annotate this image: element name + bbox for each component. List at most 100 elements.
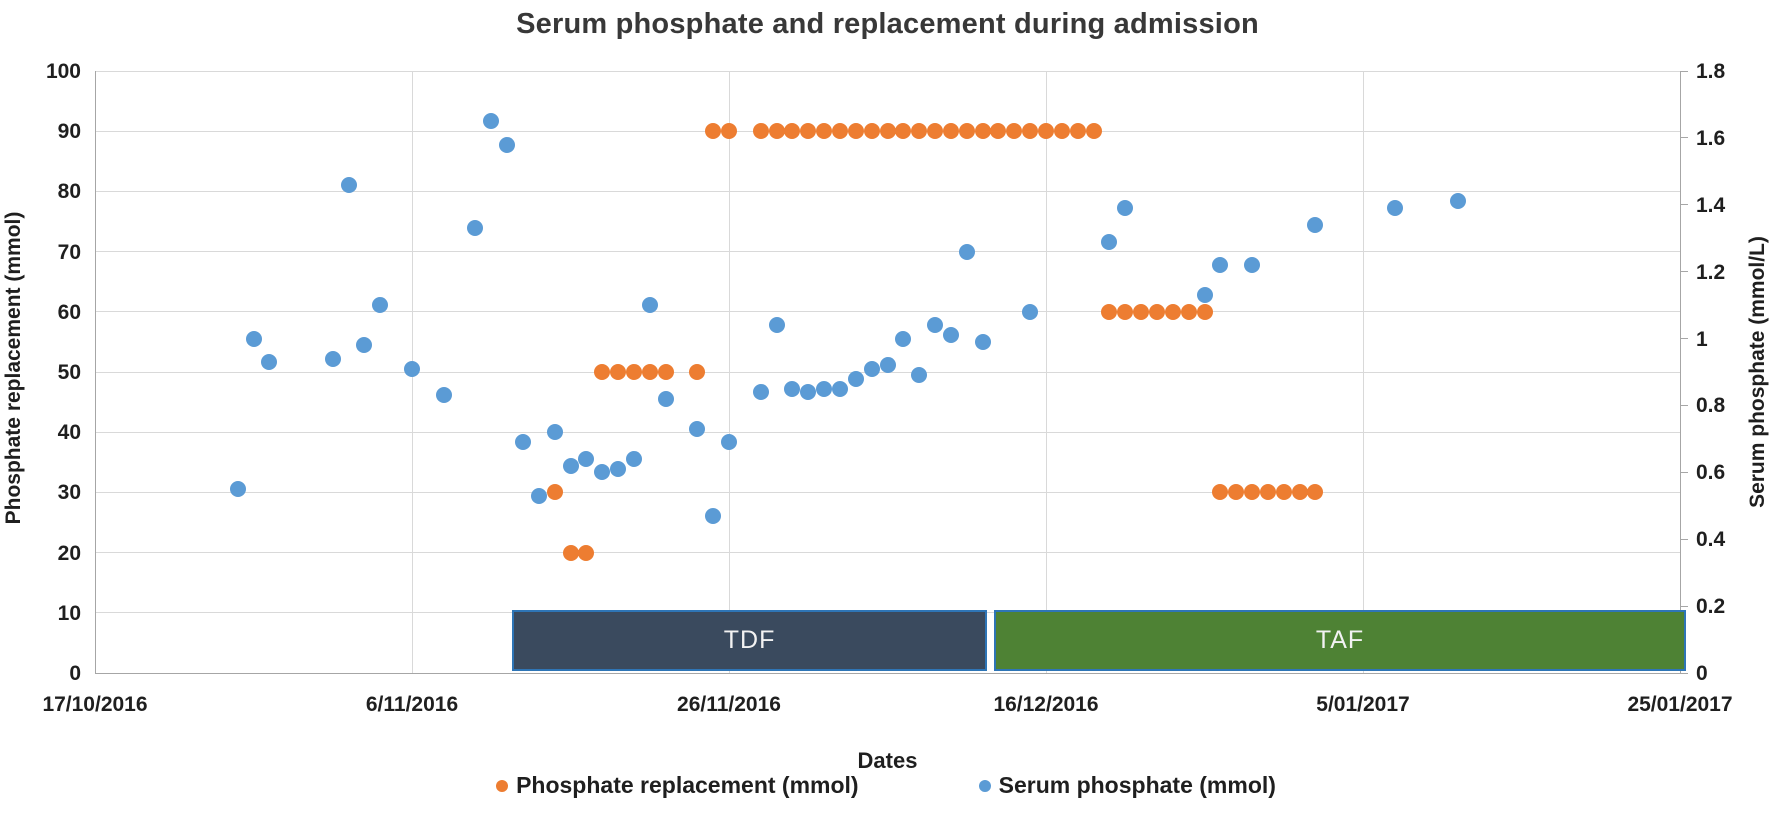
phosphate-replacement-point[interactable] <box>768 123 785 140</box>
serum-phosphate-point[interactable] <box>942 327 959 344</box>
phosphate-replacement-point[interactable] <box>546 484 563 501</box>
serum-phosphate-point[interactable] <box>324 350 341 367</box>
serum-phosphate-point[interactable] <box>863 360 880 377</box>
phosphate-replacement-point[interactable] <box>784 123 801 140</box>
phosphate-replacement-point[interactable] <box>1164 303 1181 320</box>
serum-phosphate-point[interactable] <box>974 333 991 350</box>
phosphate-replacement-point[interactable] <box>594 364 611 380</box>
serum-phosphate-point[interactable] <box>721 434 737 451</box>
phosphate-replacement-point[interactable] <box>1307 484 1324 501</box>
serum-phosphate-point[interactable] <box>578 450 595 467</box>
phosphate-replacement-point[interactable] <box>895 123 912 140</box>
phosphate-replacement-point[interactable] <box>625 364 642 380</box>
phosphate-replacement-point[interactable] <box>927 123 944 140</box>
phosphate-replacement-point[interactable] <box>1228 484 1245 501</box>
legend-item-phosphate-replacement[interactable]: Phosphate replacement (mmol) <box>496 772 859 799</box>
phosphate-replacement-point[interactable] <box>942 123 959 140</box>
legend-item-serum-phosphate[interactable]: Serum phosphate (mmol) <box>978 772 1276 799</box>
serum-phosphate-point[interactable] <box>1450 193 1467 210</box>
phosphate-replacement-point[interactable] <box>1053 123 1070 140</box>
phosphate-replacement-point[interactable] <box>657 364 674 380</box>
phosphate-replacement-point[interactable] <box>863 123 880 140</box>
serum-phosphate-point[interactable] <box>1386 200 1403 217</box>
serum-phosphate-point[interactable] <box>657 390 674 407</box>
serum-phosphate-point[interactable] <box>261 353 278 370</box>
phosphate-replacement-point[interactable] <box>1022 123 1039 140</box>
phosphate-replacement-point[interactable] <box>1259 484 1276 501</box>
phosphate-replacement-point[interactable] <box>958 123 975 140</box>
serum-phosphate-point[interactable] <box>689 420 706 437</box>
phosphate-replacement-point[interactable] <box>831 123 848 140</box>
serum-phosphate-point[interactable] <box>229 481 246 498</box>
phosphate-replacement-point[interactable] <box>1069 123 1086 140</box>
phosphate-replacement-point[interactable] <box>1275 484 1292 501</box>
serum-phosphate-point[interactable] <box>245 330 262 347</box>
serum-phosphate-point[interactable] <box>594 464 611 481</box>
serum-phosphate-point[interactable] <box>1244 256 1261 273</box>
serum-phosphate-point[interactable] <box>562 457 579 474</box>
serum-phosphate-point[interactable] <box>514 434 531 451</box>
phosphate-replacement-point[interactable] <box>1101 303 1118 320</box>
serum-phosphate-point[interactable] <box>435 387 452 404</box>
phosphate-replacement-point[interactable] <box>1180 303 1197 320</box>
phosphate-replacement-point[interactable] <box>1133 303 1150 320</box>
serum-phosphate-point[interactable] <box>816 380 833 397</box>
phosphate-replacement-point[interactable] <box>847 123 864 140</box>
serum-phosphate-point[interactable] <box>610 460 627 477</box>
phosphate-replacement-point[interactable] <box>689 364 706 380</box>
serum-phosphate-point[interactable] <box>1117 200 1134 217</box>
phosphate-replacement-point[interactable] <box>990 123 1007 140</box>
phosphate-replacement-point[interactable] <box>1085 123 1102 140</box>
phosphate-replacement-point[interactable] <box>974 123 991 140</box>
phosphate-replacement-point[interactable] <box>1117 303 1134 320</box>
serum-phosphate-point[interactable] <box>467 220 484 237</box>
phosphate-replacement-point[interactable] <box>562 544 579 561</box>
phosphate-replacement-point[interactable] <box>816 123 833 140</box>
serum-phosphate-point[interactable] <box>831 380 848 397</box>
phosphate-replacement-point[interactable] <box>879 123 896 140</box>
treatment-band-taf[interactable]: TAF <box>993 610 1687 672</box>
serum-phosphate-point[interactable] <box>499 136 516 153</box>
phosphate-replacement-point[interactable] <box>578 544 595 561</box>
phosphate-replacement-point[interactable] <box>705 123 722 140</box>
serum-phosphate-point[interactable] <box>1022 303 1039 320</box>
serum-phosphate-point[interactable] <box>1212 256 1229 273</box>
serum-phosphate-point[interactable] <box>546 424 563 441</box>
phosphate-replacement-point[interactable] <box>800 123 817 140</box>
serum-phosphate-point[interactable] <box>1101 233 1118 250</box>
serum-phosphate-point[interactable] <box>641 297 658 314</box>
treatment-band-tdf[interactable]: TDF <box>511 610 988 672</box>
phosphate-replacement-point[interactable] <box>1291 484 1308 501</box>
phosphate-replacement-point[interactable] <box>610 364 627 380</box>
serum-phosphate-point[interactable] <box>340 176 357 193</box>
phosphate-replacement-point[interactable] <box>1006 123 1023 140</box>
serum-phosphate-point[interactable] <box>530 487 547 504</box>
phosphate-replacement-point[interactable] <box>1038 123 1054 140</box>
phosphate-replacement-point[interactable] <box>1148 303 1165 320</box>
phosphate-replacement-point[interactable] <box>1244 484 1261 501</box>
serum-phosphate-point[interactable] <box>800 384 817 401</box>
phosphate-replacement-point[interactable] <box>1196 303 1213 320</box>
serum-phosphate-point[interactable] <box>483 113 500 130</box>
phosphate-replacement-point[interactable] <box>641 364 658 380</box>
serum-phosphate-point[interactable] <box>1307 216 1324 233</box>
serum-phosphate-point[interactable] <box>705 507 722 524</box>
phosphate-replacement-point[interactable] <box>1212 484 1229 501</box>
serum-phosphate-point[interactable] <box>911 367 928 384</box>
serum-phosphate-point[interactable] <box>927 317 944 334</box>
serum-phosphate-point[interactable] <box>356 337 373 354</box>
phosphate-replacement-point[interactable] <box>752 123 769 140</box>
serum-phosphate-point[interactable] <box>1196 287 1213 304</box>
serum-phosphate-point[interactable] <box>752 384 769 401</box>
serum-phosphate-point[interactable] <box>895 330 912 347</box>
serum-phosphate-point[interactable] <box>879 357 896 374</box>
phosphate-replacement-point[interactable] <box>721 123 737 140</box>
serum-phosphate-point[interactable] <box>847 370 864 387</box>
serum-phosphate-point[interactable] <box>768 317 785 334</box>
serum-phosphate-point[interactable] <box>958 243 975 260</box>
phosphate-replacement-point[interactable] <box>911 123 928 140</box>
serum-phosphate-point[interactable] <box>625 450 642 467</box>
serum-phosphate-point[interactable] <box>372 297 389 314</box>
serum-phosphate-point[interactable] <box>784 380 801 397</box>
serum-phosphate-point[interactable] <box>404 360 420 377</box>
